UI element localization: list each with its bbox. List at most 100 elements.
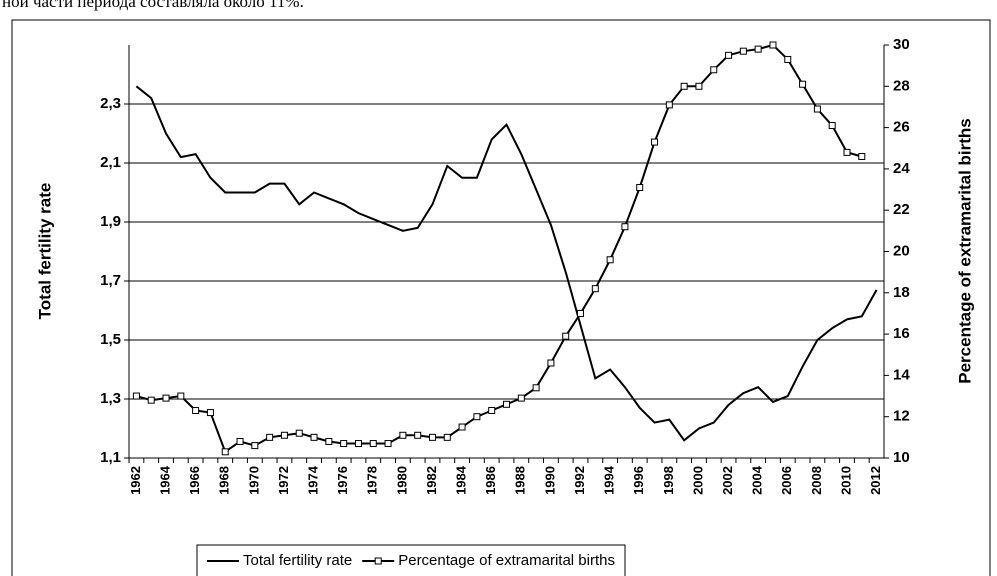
data-point (340, 440, 348, 448)
x-tick-label: 2006 (779, 466, 794, 495)
y-tick-label: 2,3 (100, 95, 121, 112)
x-tick-label: 1988 (513, 466, 528, 495)
data-point (384, 440, 392, 448)
data-point (710, 66, 718, 74)
data-point (517, 394, 525, 402)
data-point (280, 431, 288, 439)
x-tick-label: 1986 (483, 466, 498, 495)
data-point (192, 407, 200, 415)
data-point (221, 448, 229, 456)
y2-tick-label: 24 (893, 160, 910, 177)
series-line (136, 43, 863, 454)
x-tick-label: 2002 (720, 466, 735, 495)
data-point (651, 138, 659, 146)
y-tick-label: 1,9 (100, 213, 121, 230)
data-point (725, 51, 733, 59)
legend-box (196, 544, 626, 576)
data-point (443, 433, 451, 441)
y2-tick-label: 16 (893, 325, 910, 342)
y2-tick-label: 18 (893, 284, 910, 301)
x-tick-label: 1998 (661, 466, 676, 495)
y2-tick-label: 10 (893, 449, 910, 466)
data-point (473, 413, 481, 421)
x-tick-label: 1994 (602, 465, 617, 495)
y2-tick-label: 12 (893, 408, 910, 425)
data-point (665, 101, 673, 109)
x-tick-label: 1966 (187, 466, 202, 495)
data-point (591, 285, 599, 293)
y2-tick-label: 14 (893, 366, 910, 383)
y2-axis-title: Percentage of extramarital births (955, 118, 974, 383)
y2-tick-label: 22 (893, 201, 910, 218)
legend: Total fertility rate Percentage of extram… (196, 544, 626, 576)
data-point (828, 122, 836, 130)
y-tick-label: 1,1 (100, 449, 121, 466)
x-tick-label: 1976 (335, 466, 350, 495)
series-line (135, 85, 878, 442)
caption: ной части периода составляла около 11%. (2, 0, 304, 11)
data-point (266, 433, 274, 441)
data-point (784, 55, 792, 63)
data-point (547, 359, 555, 367)
x-tick-label: 2004 (750, 465, 765, 495)
data-point (325, 437, 333, 445)
legend-label: Percentage of extramarital births (398, 552, 615, 569)
x-tick-label: 1962 (128, 466, 143, 495)
y2-tick-label: 30 (893, 36, 910, 53)
x-tick-label: 2000 (690, 466, 705, 495)
data-point (562, 332, 570, 340)
y-axis-title: Total fertility rate (35, 183, 54, 320)
y2-tick-label: 28 (893, 77, 910, 94)
y2-tick-label: 26 (893, 119, 910, 136)
data-point (414, 431, 422, 439)
y-tick-label: 1,7 (100, 272, 121, 289)
data-point (858, 153, 866, 161)
data-point (399, 431, 407, 439)
data-point (295, 429, 303, 437)
data-point (621, 223, 629, 231)
data-point (843, 148, 851, 156)
legend-label: Total fertility rate (243, 552, 352, 569)
x-tick-label: 2010 (838, 466, 853, 495)
x-tick-label: 1972 (276, 466, 291, 495)
x-tick-label: 2008 (809, 466, 824, 495)
data-point (532, 384, 540, 392)
y-tick-label: 1,3 (100, 390, 121, 407)
x-tick-label: 1992 (572, 466, 587, 495)
y-tick-label: 2,1 (100, 154, 121, 171)
data-point (177, 392, 185, 400)
data-point (428, 433, 436, 441)
data-point (458, 423, 466, 431)
data-point (310, 433, 318, 441)
data-point (369, 440, 377, 448)
x-tick-label: 1990 (542, 466, 557, 495)
data-point (799, 80, 807, 88)
chart-border (11, 19, 991, 576)
data-point (754, 45, 762, 53)
data-point (503, 400, 510, 408)
x-tick-label: 1996 (631, 466, 646, 495)
x-tick-label: 1980 (394, 466, 409, 495)
data-point (636, 183, 644, 191)
legend-marker (374, 557, 382, 565)
y-tick-label: 1,5 (100, 331, 121, 348)
data-point (695, 82, 703, 90)
data-point (354, 440, 362, 448)
x-tick-label: 1984 (454, 465, 469, 495)
data-point (206, 409, 214, 417)
x-tick-label: 1968 (217, 466, 232, 495)
data-point (606, 256, 614, 264)
data-point (680, 82, 688, 90)
data-point (132, 392, 140, 400)
data-point (147, 396, 155, 404)
data-point (236, 437, 244, 445)
x-tick-label: 1978 (365, 466, 380, 495)
x-tick-label: 1964 (157, 465, 172, 495)
y2-tick-label: 20 (893, 242, 910, 259)
x-tick-label: 2012 (868, 466, 883, 495)
data-point (577, 309, 585, 317)
data-point (162, 394, 170, 402)
data-point (251, 442, 259, 450)
x-tick-label: 1982 (424, 466, 439, 495)
